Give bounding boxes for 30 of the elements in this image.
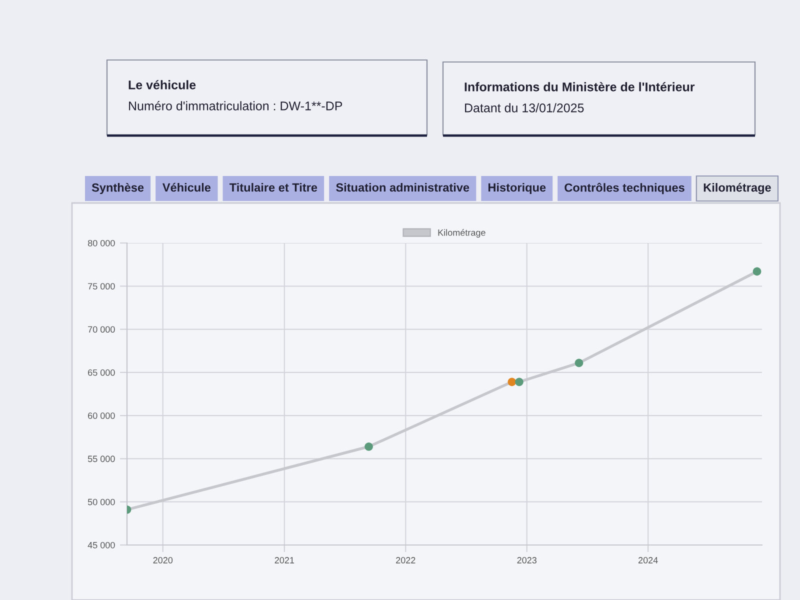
text: Contrôles techniques — [564, 182, 684, 194]
y-tick-label: 45 000 — [88, 542, 115, 548]
point — [574, 358, 584, 368]
text: Datant du 13/01/2025 — [465, 103, 584, 112]
x-tick-label: 2023 — [517, 557, 537, 564]
text: Informations du Ministère de l'Intérieur — [464, 82, 695, 92]
legend-label: Kilométrage — [438, 229, 486, 238]
y-tick-label: 55 000 — [88, 456, 115, 462]
y-tick-label: 80 000 — [88, 240, 115, 246]
text: Le véhicule — [128, 80, 196, 90]
x-tick-label: 2021 — [274, 557, 294, 564]
text: Synthèse — [92, 182, 144, 194]
y-tick-label: 75 000 — [88, 283, 115, 290]
point — [364, 442, 373, 451]
x-tick-label: 2020 — [153, 557, 173, 564]
x-tick-label: 2024 — [638, 557, 658, 564]
y-tick-label: 70 000 — [88, 326, 115, 333]
point — [508, 378, 516, 386]
text: Kilométrage — [704, 182, 771, 194]
text: Situation administrative — [336, 182, 470, 192]
y-tick-label: 65 000 — [88, 369, 115, 376]
y-tick-label: 60 000 — [88, 412, 115, 419]
text: Numéro d'immatriculation : DW-1**-DP — [129, 101, 342, 110]
x-tick-label: 2022 — [396, 557, 416, 564]
y-tick-label: 50 000 — [88, 498, 115, 506]
text: Véhicule — [162, 182, 211, 192]
point — [752, 267, 762, 276]
text: Historique — [488, 182, 546, 194]
text: Titulaire et Titre — [229, 182, 318, 192]
point — [515, 378, 524, 386]
